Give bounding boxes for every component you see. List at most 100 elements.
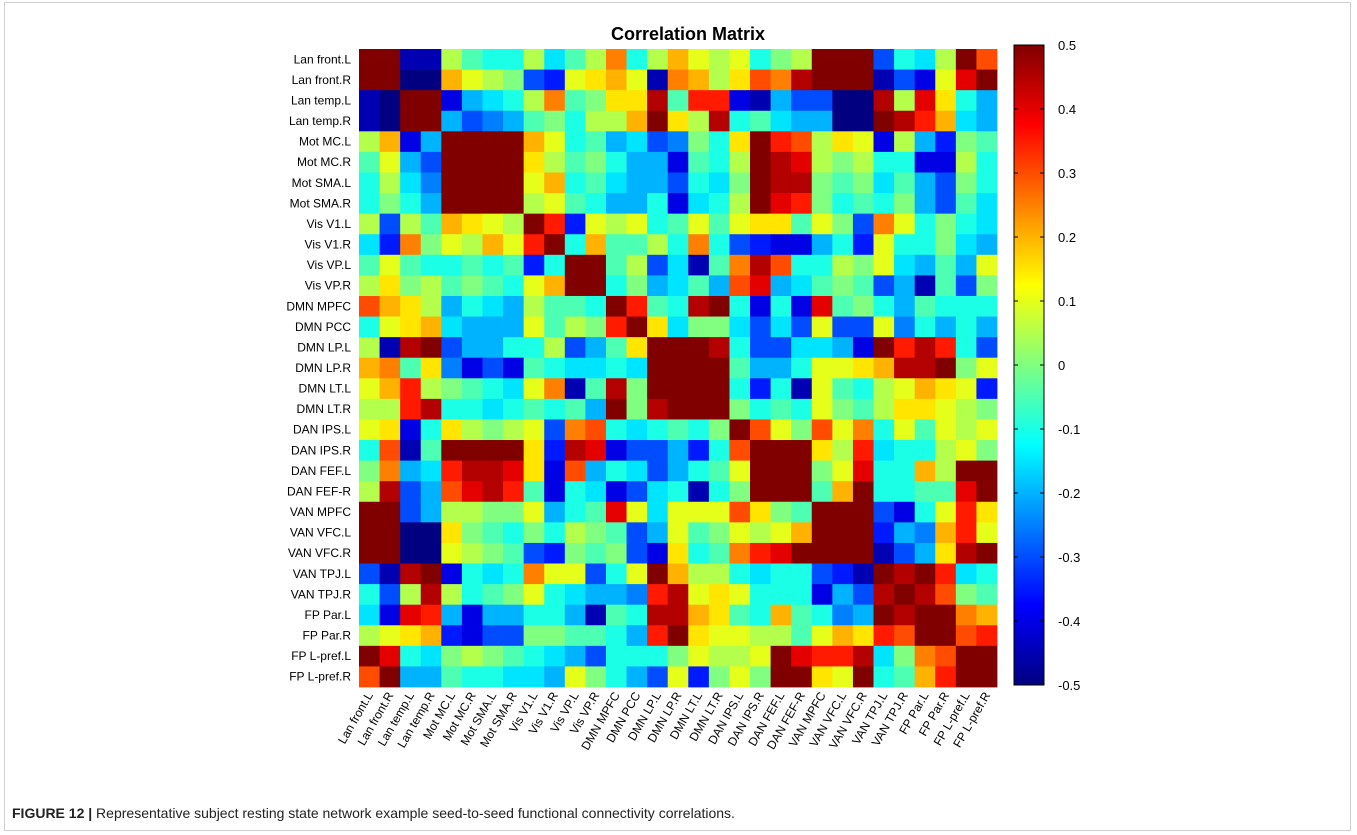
heatmap-cell <box>955 666 977 688</box>
heatmap-cell <box>791 172 813 194</box>
heatmap-cell <box>400 666 422 688</box>
heatmap-cell <box>688 337 710 359</box>
heatmap-cell <box>482 666 504 688</box>
y-tick-label: FP L-pref.L <box>291 649 351 663</box>
heatmap-cell <box>667 213 689 235</box>
heatmap-cell <box>626 604 648 626</box>
heatmap-cell <box>770 69 792 91</box>
heatmap-cell <box>832 645 854 667</box>
heatmap-cell <box>461 110 483 132</box>
heatmap-cell <box>688 419 710 441</box>
heatmap-cell <box>626 90 648 112</box>
heatmap-cell <box>379 254 401 276</box>
heatmap-cell <box>503 316 525 338</box>
heatmap-cell <box>461 378 483 400</box>
heatmap-cell <box>523 563 545 585</box>
figure-frame <box>4 2 1351 831</box>
heatmap-cell <box>729 69 751 91</box>
heatmap-cell <box>976 481 998 503</box>
heatmap-cell <box>976 419 998 441</box>
heatmap-cell <box>770 398 792 420</box>
heatmap-cell <box>503 337 525 359</box>
heatmap-cell <box>564 563 586 585</box>
heatmap-cell <box>420 337 442 359</box>
heatmap-cell <box>750 131 772 153</box>
heatmap-cell <box>894 501 916 523</box>
heatmap-cell <box>832 213 854 235</box>
heatmap-cell <box>441 440 463 462</box>
colorbar-tick-label: -0.2 <box>1058 486 1080 501</box>
heatmap-cell <box>585 378 607 400</box>
heatmap-cell <box>503 645 525 667</box>
heatmap-cell <box>523 295 545 317</box>
heatmap-cell <box>482 584 504 606</box>
heatmap-cell <box>976 316 998 338</box>
heatmap-cell <box>667 522 689 544</box>
heatmap-cell <box>708 254 730 276</box>
heatmap-cell <box>420 378 442 400</box>
heatmap-cell <box>544 419 566 441</box>
heatmap-cell <box>564 584 586 606</box>
heatmap-cell <box>770 49 792 70</box>
heatmap-cell <box>564 378 586 400</box>
heatmap-cell <box>667 542 689 564</box>
heatmap-cell <box>811 563 833 585</box>
heatmap-cell <box>379 151 401 173</box>
heatmap-cell <box>708 481 730 503</box>
heatmap-cell <box>914 275 936 297</box>
heatmap-cell <box>461 193 483 215</box>
heatmap-cell <box>955 563 977 585</box>
y-tick-label: VAN VFC.R <box>288 546 351 560</box>
heatmap-cell <box>935 645 957 667</box>
heatmap-cell <box>791 563 813 585</box>
heatmap-cell <box>461 666 483 688</box>
heatmap-cell <box>729 193 751 215</box>
heatmap-cell <box>564 357 586 379</box>
heatmap-cell <box>667 295 689 317</box>
heatmap-cell <box>482 193 504 215</box>
heatmap-cell <box>852 378 874 400</box>
heatmap-cell <box>441 316 463 338</box>
heatmap-cell <box>955 69 977 91</box>
heatmap-cell <box>976 357 998 379</box>
heatmap-cell <box>750 337 772 359</box>
heatmap-cell <box>626 254 648 276</box>
heatmap-cell <box>770 419 792 441</box>
heatmap-cell <box>852 275 874 297</box>
heatmap-cell <box>461 522 483 544</box>
heatmap-cell <box>708 398 730 420</box>
heatmap-cell <box>379 193 401 215</box>
heatmap-cell <box>708 604 730 626</box>
heatmap-cell <box>461 337 483 359</box>
heatmap-cell <box>400 69 422 91</box>
heatmap-cell <box>482 625 504 647</box>
heatmap-cell <box>894 357 916 379</box>
heatmap-cell <box>750 584 772 606</box>
heatmap-cell <box>482 90 504 112</box>
heatmap-cell <box>420 481 442 503</box>
heatmap-cell <box>461 213 483 235</box>
heatmap-cell <box>647 440 669 462</box>
heatmap-cell <box>976 378 998 400</box>
heatmap-cell <box>935 49 957 70</box>
heatmap-cell <box>914 481 936 503</box>
heatmap-cell <box>770 357 792 379</box>
heatmap-cell <box>647 316 669 338</box>
heatmap-cell <box>688 481 710 503</box>
heatmap-cell <box>647 131 669 153</box>
heatmap-cell <box>873 501 895 523</box>
heatmap-cell <box>729 666 751 688</box>
heatmap-cell <box>605 542 627 564</box>
heatmap-cell <box>379 110 401 132</box>
heatmap-cell <box>379 666 401 688</box>
heatmap-cell <box>873 316 895 338</box>
heatmap-cell <box>503 460 525 482</box>
y-tick-label: Lan front.L <box>294 52 352 66</box>
heatmap-cell <box>811 254 833 276</box>
heatmap-cell <box>894 172 916 194</box>
heatmap-cell <box>914 645 936 667</box>
heatmap-cell <box>647 584 669 606</box>
heatmap-cell <box>647 110 669 132</box>
heatmap-cell <box>708 440 730 462</box>
heatmap-cell <box>832 563 854 585</box>
